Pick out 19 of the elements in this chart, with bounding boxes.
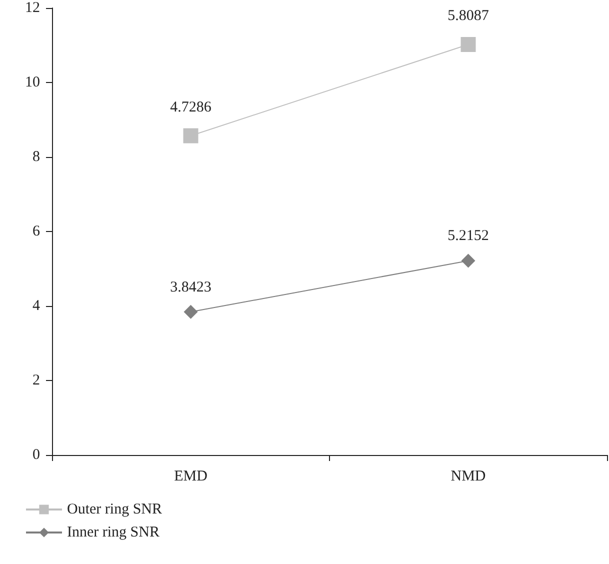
point — [184, 304, 198, 319]
annotation: 5.8087 — [448, 8, 490, 24]
y-tick-label: 8 — [32, 149, 40, 165]
point — [460, 37, 476, 52]
point — [183, 128, 198, 144]
x-tick-label: NMD — [450, 468, 486, 484]
point — [461, 254, 476, 268]
legend-label: Outer ring SNR — [67, 502, 162, 518]
y-tick-label: 0 — [32, 447, 40, 463]
x-tick-label: EMD — [174, 468, 208, 484]
y-tick-label: 6 — [32, 224, 40, 240]
legend-label: Inner ring SNR — [67, 524, 160, 540]
data-label: 3.8423 — [170, 279, 212, 296]
y-tick-label: 10 — [25, 74, 40, 90]
y-tick-label: 12 — [25, 0, 40, 16]
annotation: 4.7286 — [170, 99, 212, 116]
y-tick-label: 2 — [32, 372, 40, 388]
data-label: 5.2152 — [448, 228, 489, 244]
y-tick-label: 4 — [32, 298, 40, 314]
